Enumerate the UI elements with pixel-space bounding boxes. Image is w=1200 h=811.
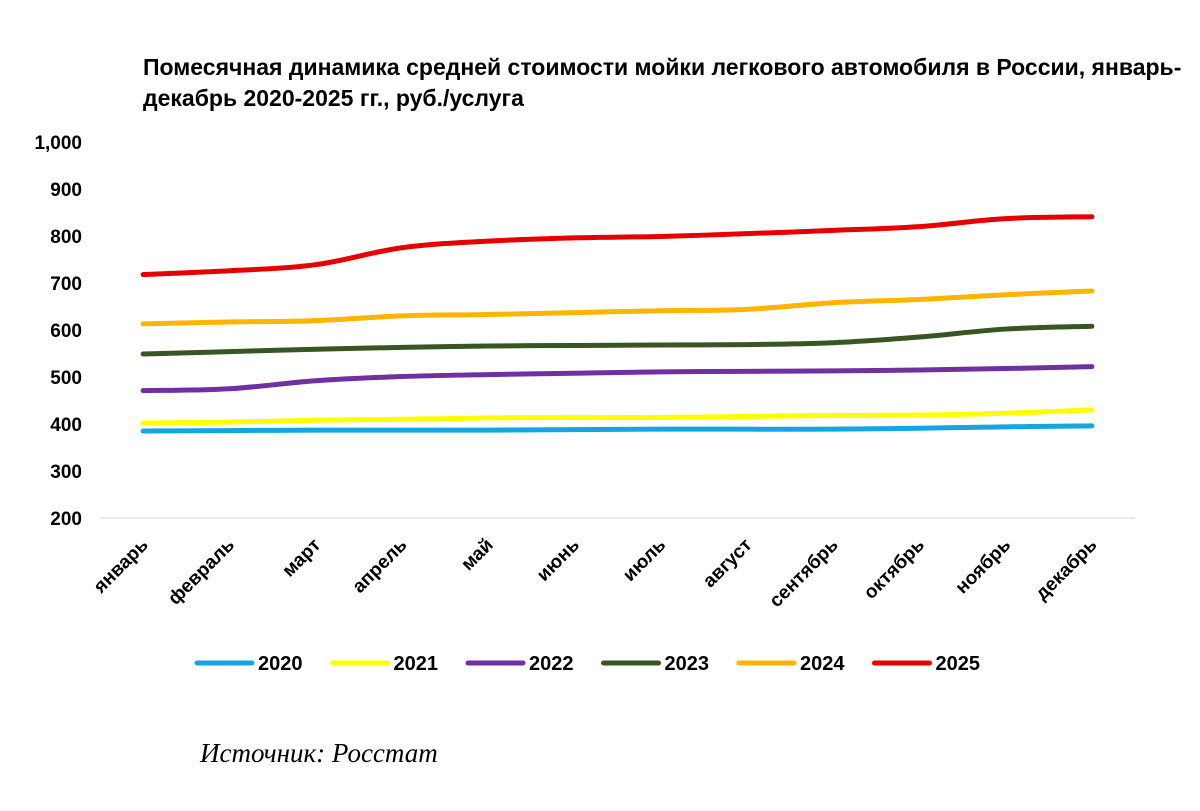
x-tick-label: ноябрь [952, 535, 1016, 599]
x-tick-label: сентябрь [766, 535, 843, 612]
legend-label-2024: 2024 [800, 653, 845, 675]
series-line-2025 [140, 214, 1095, 278]
y-tick-label: 1,000 [34, 133, 82, 154]
legend-label-2022: 2022 [529, 653, 574, 675]
series-line-2022 [140, 364, 1095, 394]
y-tick-label: 300 [50, 462, 82, 483]
x-tick-label: июнь [533, 535, 584, 586]
series-line-2020 [140, 423, 1095, 434]
x-axis-ticks: январь февраль март апрель май июнь июль август… [89, 535, 1101, 612]
legend: 2020 2021 2022 2023 2024 2025 [194, 653, 981, 675]
legend-label-2025: 2025 [936, 653, 981, 675]
x-tick-label: январь [89, 535, 153, 599]
x-tick-label: февраль [164, 535, 239, 610]
x-tick-label: апрель [349, 535, 412, 598]
y-tick-label: 600 [50, 321, 82, 342]
y-tick-label: 800 [50, 227, 82, 248]
x-tick-label: декабрь [1032, 535, 1102, 605]
series-line-2023 [140, 323, 1095, 357]
y-tick-label: 500 [50, 368, 82, 389]
x-tick-label: июль [619, 535, 670, 586]
y-tick-label: 700 [50, 274, 82, 295]
x-tick-label: август [699, 535, 756, 592]
y-tick-label: 400 [50, 415, 82, 436]
legend-label-2021: 2021 [394, 653, 439, 675]
chart-title: Помесячная динамика средней стоимости мо… [143, 54, 1182, 111]
x-tick-label: май [457, 535, 497, 575]
y-axis-ticks: 200 300 400 500 600 700 800 900 1,000 [34, 133, 82, 530]
legend-label-2020: 2020 [258, 653, 303, 675]
x-tick-label: октябрь [860, 535, 929, 604]
y-tick-label: 200 [50, 509, 82, 530]
legend-label-2023: 2023 [665, 653, 710, 675]
series-line-2024 [140, 288, 1095, 327]
series-line-2021 [140, 407, 1095, 426]
source-note: Источник: Росстат [200, 738, 438, 768]
x-tick-label: март [278, 535, 325, 582]
series-lines [140, 214, 1095, 434]
y-tick-label: 900 [50, 180, 82, 201]
